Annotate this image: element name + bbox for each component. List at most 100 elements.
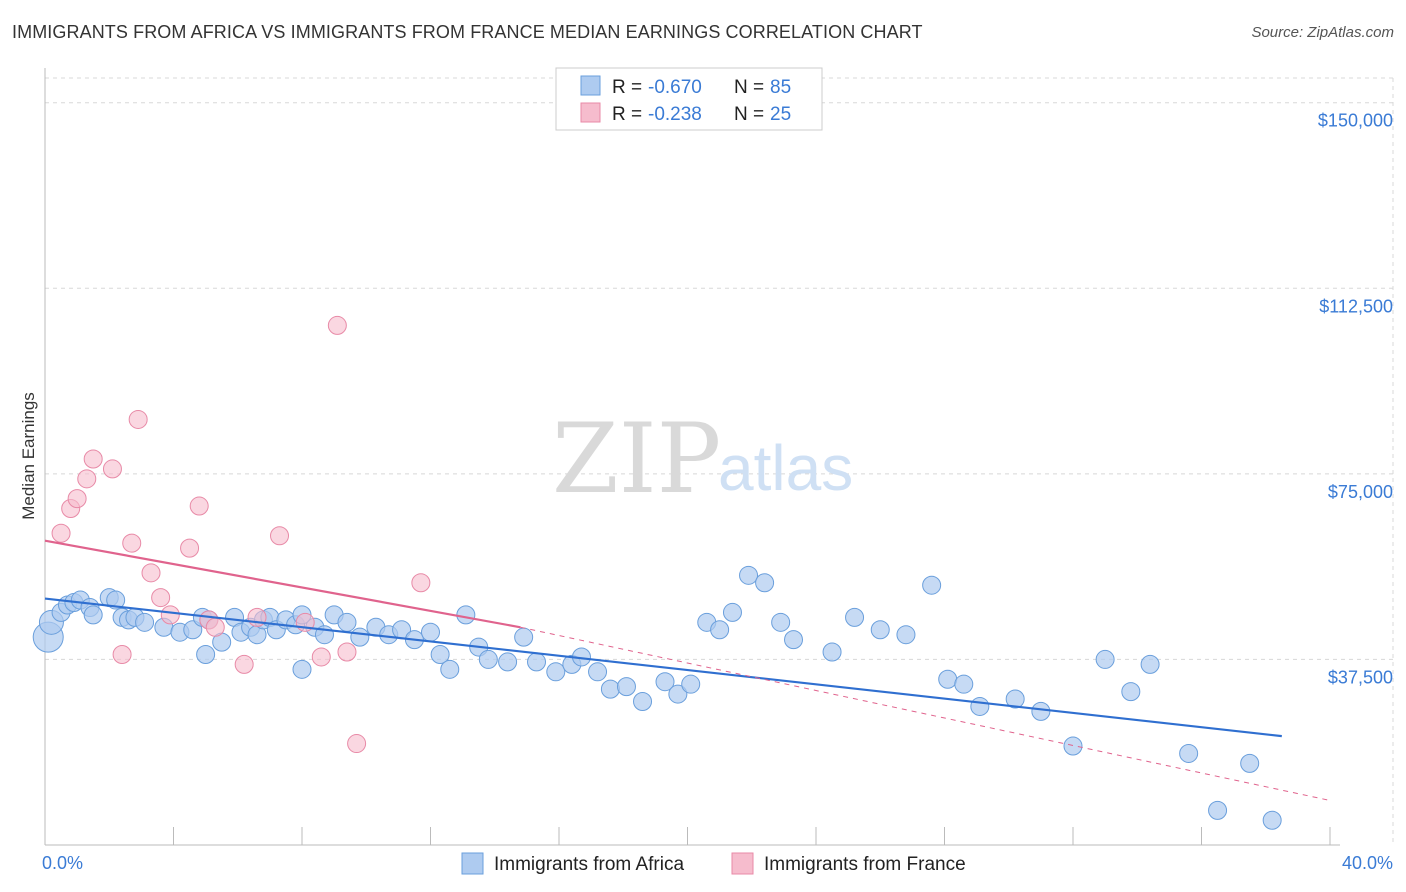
point-france-3 (77, 469, 97, 489)
point-africa-48 (546, 662, 566, 682)
point-africa-78 (1140, 654, 1160, 674)
point-france-9 (151, 588, 171, 608)
point-africa-73 (1005, 689, 1025, 709)
legend-n-label-africa: N = (734, 77, 764, 98)
point-france-2 (67, 489, 87, 509)
point-africa-65 (822, 642, 842, 662)
point-africa-55 (655, 672, 675, 692)
series-africa-points (32, 565, 1282, 830)
point-africa-54 (633, 691, 653, 711)
point-africa-13 (135, 612, 155, 632)
point-africa-46 (514, 627, 534, 647)
legend-swatch-africa (580, 75, 601, 96)
legend-n-label-france: N = (734, 104, 764, 125)
point-africa-45 (498, 652, 518, 672)
trend-lines (44, 539, 1331, 801)
point-africa-61 (739, 565, 759, 585)
point-africa-9 (106, 590, 126, 610)
point-france-15 (234, 654, 254, 674)
point-africa-44 (478, 649, 498, 669)
bottom-legend-label-france: Immigrants from France (764, 854, 966, 875)
point-france-14 (205, 617, 225, 637)
legend-n-value-africa: 85 (770, 77, 791, 98)
legend-r-label-france: R = (612, 104, 642, 125)
x-tick-label-1: 40.0% (1342, 853, 1393, 873)
point-africa-59 (710, 620, 730, 640)
point-africa-7 (83, 605, 103, 625)
trend-line-africa (44, 597, 1282, 738)
point-africa-33 (337, 612, 357, 632)
point-france-10 (160, 605, 180, 625)
correlation-legend: R = -0.670 N = 85 R = -0.238 N = 25 (555, 67, 823, 131)
y-tick-labels: $37,500 $75,000 $112,500 $150,000 (1318, 111, 1393, 688)
bottom-legend-swatch-africa (461, 852, 484, 875)
x-tick-label-0: 0.0% (42, 853, 83, 873)
point-africa-69 (922, 575, 942, 595)
watermark-zip: ZIP (552, 403, 721, 515)
point-france-21 (337, 642, 357, 662)
y-tick-label-1: $75,000 (1328, 482, 1393, 502)
series-france-points (51, 315, 431, 754)
point-france-4 (83, 449, 103, 469)
point-africa-34 (350, 627, 370, 647)
point-france-12 (189, 496, 209, 516)
point-france-24 (112, 644, 132, 664)
point-africa-82 (1262, 810, 1282, 830)
point-africa-70 (938, 669, 958, 689)
source-label: Source: ZipAtlas.com (1251, 24, 1394, 41)
legend-r-value-france: -0.238 (648, 104, 702, 125)
legend-r-label-africa: R = (612, 77, 642, 98)
point-france-7 (128, 409, 148, 429)
point-africa-72 (970, 696, 990, 716)
trend-line-france-extension (520, 626, 1331, 801)
point-africa-64 (784, 630, 804, 650)
chart-title: IMMIGRANTS FROM AFRICA VS IMMIGRANTS FRO… (12, 22, 923, 42)
point-france-5 (102, 459, 122, 479)
x-tick-labels: 0.0% 40.0% (42, 853, 1393, 873)
bottom-legend-swatch-france (731, 852, 754, 875)
point-africa-62 (755, 573, 775, 593)
point-africa-52 (600, 679, 620, 699)
point-africa-74 (1031, 701, 1051, 721)
point-france-23 (411, 573, 431, 593)
point-africa-53 (616, 677, 636, 697)
point-france-20 (327, 315, 347, 335)
point-africa-84 (196, 644, 216, 664)
legend-swatch-france (580, 102, 601, 123)
bottom-legend-label-africa: Immigrants from Africa (494, 854, 684, 875)
watermark-atlas: atlas (718, 432, 853, 504)
point-africa-76 (1095, 649, 1115, 669)
y-tick-label-0: $37,500 (1328, 667, 1393, 687)
point-africa-80 (1208, 800, 1228, 820)
point-africa-68 (896, 625, 916, 645)
point-france-11 (180, 538, 200, 558)
series-legend: Immigrants from Africa Immigrants from F… (461, 852, 966, 875)
point-africa-67 (870, 620, 890, 640)
point-africa-60 (722, 602, 742, 622)
point-africa-83 (292, 659, 312, 679)
point-africa-42 (456, 605, 476, 625)
point-africa-77 (1121, 682, 1141, 702)
point-africa-51 (588, 662, 608, 682)
point-africa-79 (1179, 743, 1199, 763)
point-africa-47 (527, 652, 547, 672)
point-africa-71 (954, 674, 974, 694)
y-axis-label: Median Earnings (19, 392, 38, 520)
point-africa-39 (421, 622, 440, 642)
watermark: ZIP atlas (552, 403, 853, 515)
legend-r-value-africa: -0.670 (648, 77, 702, 98)
point-france-17 (270, 526, 290, 546)
point-france-19 (311, 647, 331, 667)
legend-n-value-france: 25 (770, 104, 791, 125)
point-africa-57 (681, 674, 701, 694)
y-tick-label-3: $150,000 (1318, 111, 1393, 131)
point-africa-56 (668, 684, 688, 704)
axes (44, 68, 1340, 846)
point-africa-81 (1240, 753, 1260, 773)
trend-line-france (44, 539, 521, 629)
point-france-0 (51, 523, 71, 543)
point-france-6 (122, 533, 142, 553)
point-africa-63 (771, 612, 791, 632)
y-tick-label-2: $112,500 (1319, 296, 1393, 316)
